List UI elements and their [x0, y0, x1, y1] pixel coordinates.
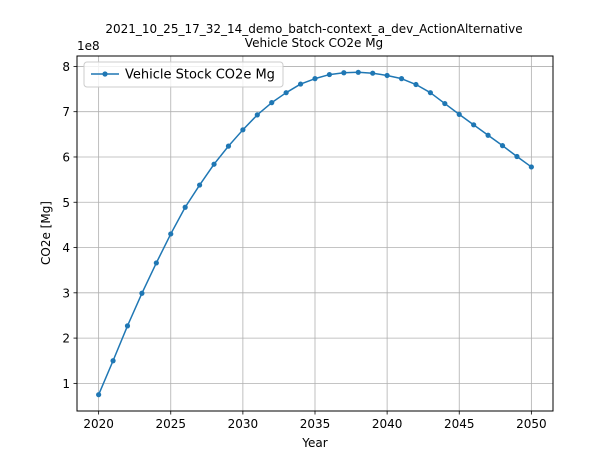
- data-point: [110, 358, 116, 364]
- y-tick-label: 2: [62, 332, 70, 346]
- y-tick-label: 3: [62, 286, 70, 300]
- x-tick-label: 2045: [444, 417, 475, 431]
- y-scale-label: 1e8: [77, 39, 100, 53]
- data-point: [312, 76, 318, 82]
- x-tick-label: 2050: [516, 417, 547, 431]
- y-tick-label: 1: [62, 377, 70, 391]
- x-tick-label: 2030: [228, 417, 259, 431]
- data-point: [254, 112, 260, 118]
- data-point: [341, 70, 347, 76]
- data-point: [182, 204, 188, 210]
- data-point: [326, 71, 333, 78]
- data-point: [225, 143, 232, 149]
- data-point: [240, 127, 246, 133]
- data-point: [456, 111, 462, 118]
- legend-label: Vehicle Stock CO2e Mg: [125, 68, 275, 83]
- y-tick-label: 4: [62, 241, 70, 255]
- chart-title: 2021_10_25_17_32_14_demo_batch-context_a…: [105, 22, 522, 36]
- x-tick-label: 2020: [83, 417, 114, 431]
- data-point: [471, 122, 477, 128]
- data-point: [283, 90, 289, 96]
- x-tick-label: 2025: [155, 417, 186, 431]
- y-tick-label: 5: [62, 196, 70, 210]
- data-point: [485, 132, 491, 138]
- series-layer: [96, 69, 534, 398]
- data-point: [153, 260, 159, 266]
- x-axis-label: Year: [301, 436, 327, 450]
- grid: [77, 56, 553, 411]
- x-axis: 2020 2025 2030 2035 2040 2045 2050: [83, 411, 547, 431]
- data-point: [499, 143, 506, 149]
- data-point: [124, 323, 131, 329]
- x-tick-label: 2035: [300, 417, 331, 431]
- y-tick-label: 8: [62, 60, 70, 74]
- data-point: [211, 161, 217, 167]
- data-point: [168, 231, 174, 237]
- data-point: [442, 100, 448, 107]
- data-point: [413, 81, 419, 88]
- x-tick-label: 2040: [372, 417, 403, 431]
- data-point: [139, 290, 145, 296]
- data-point: [370, 70, 376, 76]
- data-point: [297, 81, 304, 87]
- data-point: [398, 76, 405, 82]
- legend-box: [83, 61, 284, 88]
- y-axis-label: CO2e [Mg]: [39, 201, 53, 265]
- legend: Vehicle Stock CO2e Mg: [83, 61, 284, 88]
- y-tick-label: 7: [62, 105, 70, 119]
- y-axis: 1 2 3 4 5 6 7 8: [62, 60, 77, 391]
- data-point: [269, 100, 275, 106]
- legend-marker-swatch: [102, 71, 108, 77]
- data-point: [355, 69, 361, 75]
- data-point: [96, 392, 102, 398]
- chart-subtitle: Vehicle Stock CO2e Mg: [245, 36, 383, 50]
- data-point: [384, 72, 390, 79]
- data-point: [514, 153, 520, 160]
- y-tick-label: 6: [62, 150, 70, 164]
- data-point: [427, 90, 433, 96]
- data-point: [197, 182, 203, 188]
- data-point: [528, 164, 534, 170]
